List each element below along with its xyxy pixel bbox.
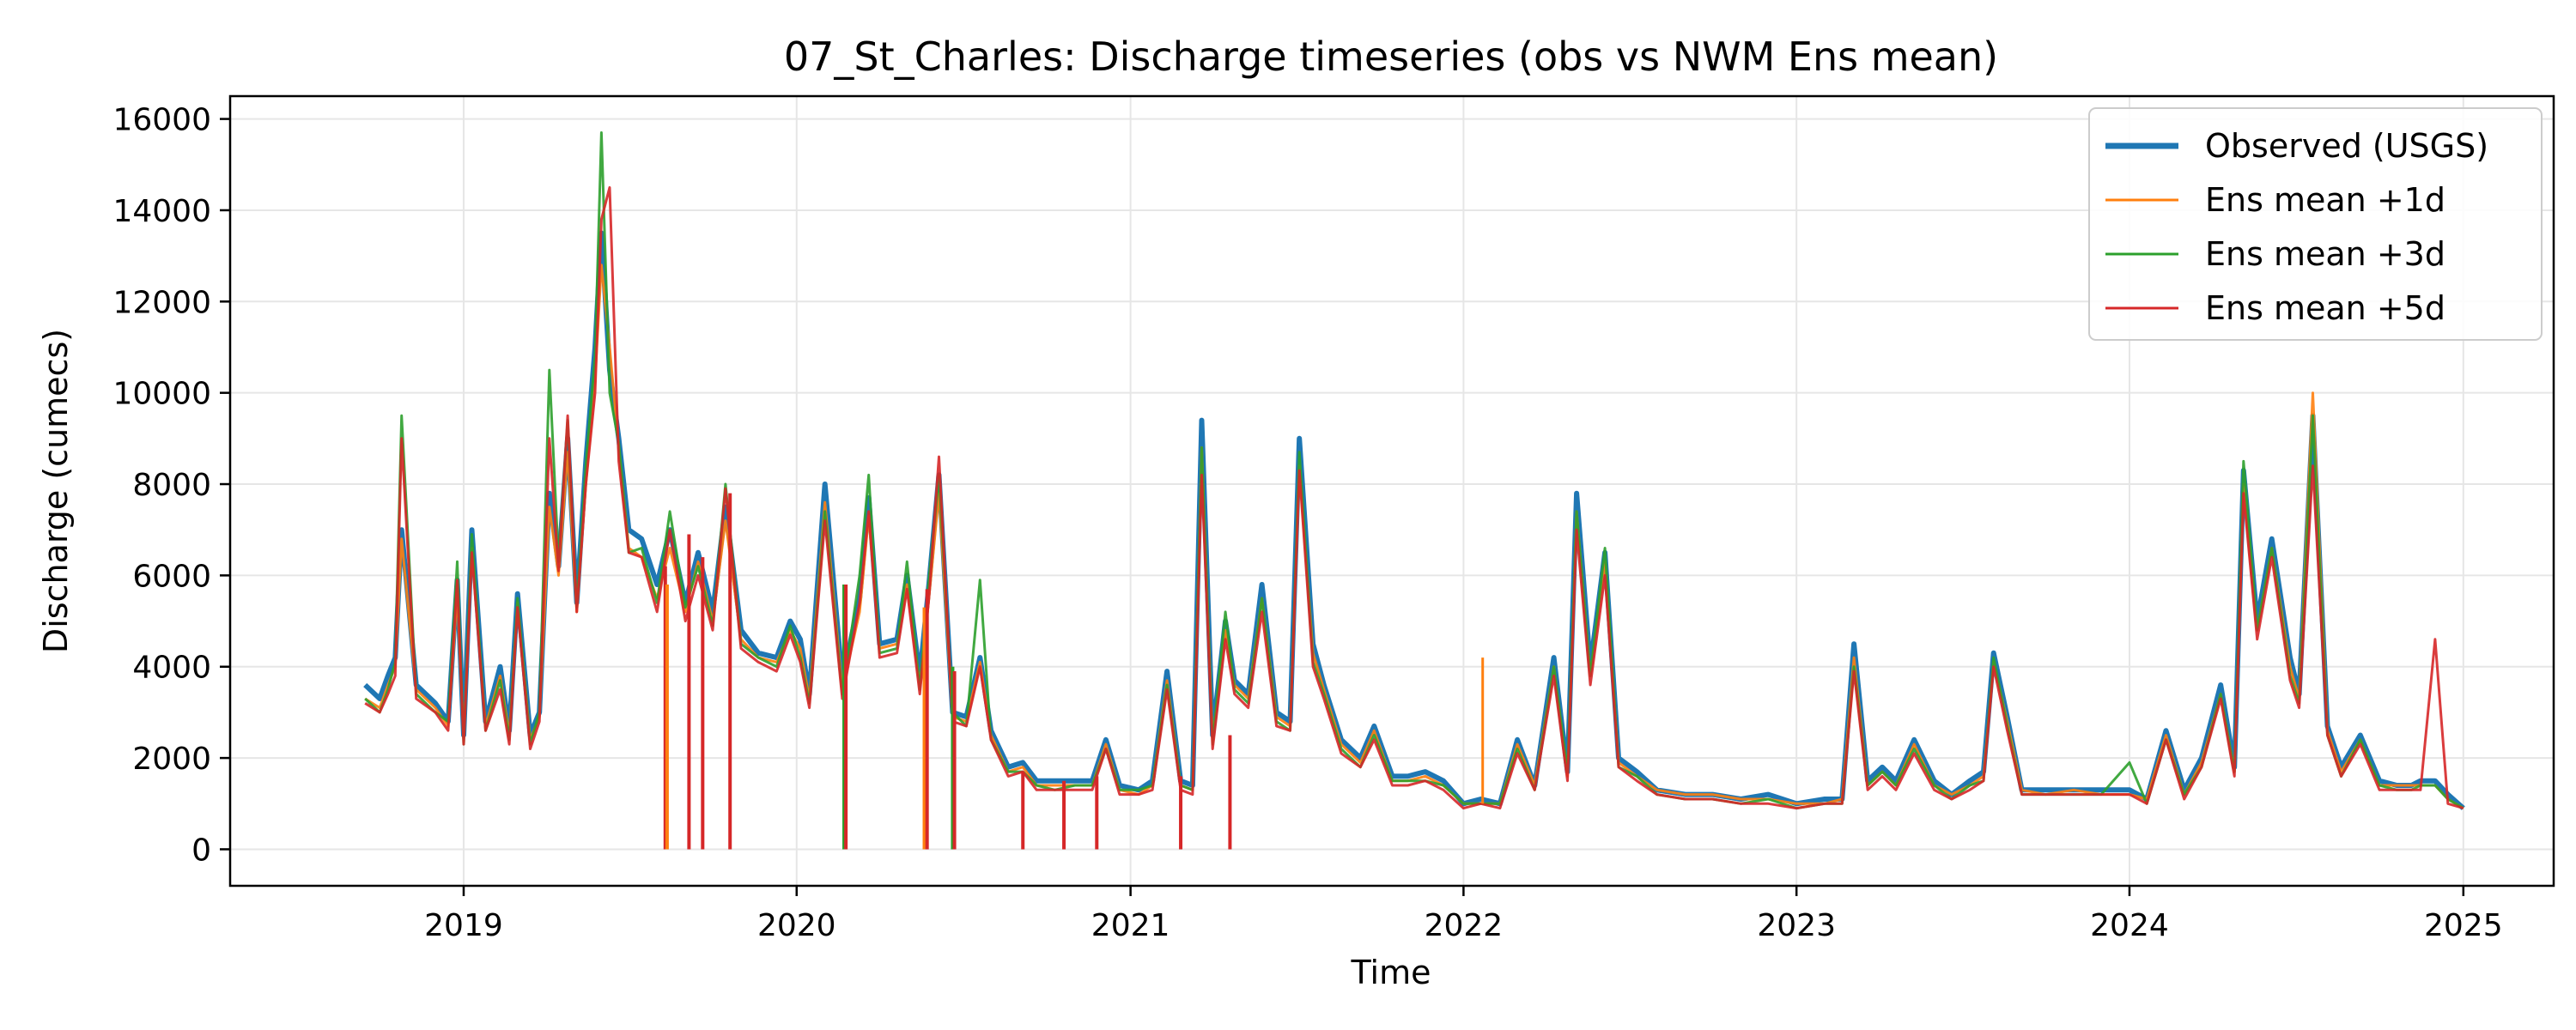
- x-tick-label: 2019: [424, 908, 503, 943]
- legend-label-d1: Ens mean +1d: [2205, 181, 2445, 219]
- x-tick-label: 2021: [1091, 908, 1170, 943]
- legend-label-d5: Ens mean +5d: [2205, 289, 2445, 327]
- series-line-d5: [364, 185, 2464, 810]
- x-axis-label: Time: [1351, 954, 1431, 991]
- x-tick-label: 2020: [757, 908, 836, 943]
- x-tick-label: 2022: [1425, 908, 1504, 943]
- legend-label-d3: Ens mean +3d: [2205, 235, 2445, 273]
- series-lines: [363, 131, 2465, 850]
- legend-label-obs: Observed (USGS): [2205, 127, 2488, 165]
- y-tick-label: 0: [191, 833, 211, 868]
- x-tick-label: 2024: [2090, 908, 2169, 943]
- x-tick-label: 2023: [1757, 908, 1836, 943]
- legend-frame: [2088, 107, 2543, 341]
- plot-frame: [228, 94, 2555, 888]
- y-tick-label: 6000: [132, 559, 211, 594]
- y-tick-label: 10000: [112, 377, 211, 412]
- legend: Observed (USGS) Ens mean +1d Ens mean +3d E…: [2088, 107, 2543, 341]
- y-tick-label: 8000: [132, 468, 211, 503]
- axes: 0 2000 4000 6000 8000 10000 12000 14000 16000 201…: [112, 103, 2502, 943]
- y-tick-label: 16000: [112, 103, 211, 138]
- y-tick-label: 2000: [132, 742, 211, 777]
- gridlines: [230, 96, 2554, 886]
- x-tick-label: 2025: [2424, 908, 2503, 943]
- y-tick-label: 14000: [112, 194, 211, 229]
- y-tick-label: 12000: [112, 285, 211, 320]
- y-tick-label: 4000: [132, 651, 211, 686]
- chart-title: 07_St_Charles: Discharge timeseries (obs…: [784, 33, 1998, 80]
- y-axis-label: Discharge (cumecs): [37, 329, 75, 653]
